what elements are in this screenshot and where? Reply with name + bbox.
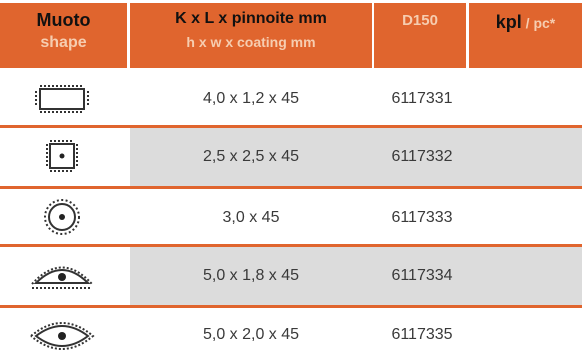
header-shape-fi: Muoto [36,10,91,30]
row-shading [130,128,582,186]
table-row: 4,0 x 1,2 x 45 6117331 [0,70,582,128]
header-code: D150 [374,3,466,68]
code-cell: 6117335 [391,325,453,343]
row-divider [0,244,582,247]
code-cell: 6117333 [391,209,453,226]
header-unit-en: pc* [533,15,556,31]
header-shape-en: shape [40,34,87,51]
header-size: K x L x pinnoite mm h x w x coating mm [130,3,372,68]
row-divider [0,186,582,189]
code-cell: 6117331 [391,90,453,107]
size-cell: 4,0 x 1,2 x 45 [202,90,300,107]
header-size-en: h x w x coating mm [186,34,316,50]
header-code-label: D150 [402,12,438,29]
square-shape-icon [46,140,78,172]
header-unit-line: kpl / pc* [469,12,582,33]
size-cell: 3,0 x 45 [222,209,280,226]
code-cell: 6117332 [391,148,453,165]
header-unit-sep: / [521,15,534,31]
eye-shape-icon [30,322,95,350]
code-cell: 6117334 [391,267,453,284]
table-row: 5,0 x 2,0 x 45 6117335 [0,308,582,361]
header-size-fi: K x L x pinnoite mm [175,10,327,27]
half-eye-shape-icon [31,266,93,289]
row-shading [130,247,582,305]
row-divider [0,125,582,128]
table-row: 3,0 x 45 6117333 [0,189,582,247]
table-header: Muoto shape K x L x pinnoite mm h x w x … [0,0,582,70]
row-divider [0,305,582,308]
size-cell: 5,0 x 2,0 x 45 [202,325,300,343]
table-row: 5,0 x 1,8 x 45 6117334 [0,247,582,305]
round-shape-icon [44,199,80,235]
header-shape: Muoto shape [0,3,127,68]
header-unit: kpl / pc* [469,3,582,68]
table-row: 2,5 x 2,5 x 45 6117332 [0,128,582,186]
size-cell: 5,0 x 1,8 x 45 [202,267,300,284]
header-unit-fi: kpl [495,12,522,32]
size-cell: 2,5 x 2,5 x 45 [202,148,300,165]
rectangle-shape-icon [35,85,89,113]
